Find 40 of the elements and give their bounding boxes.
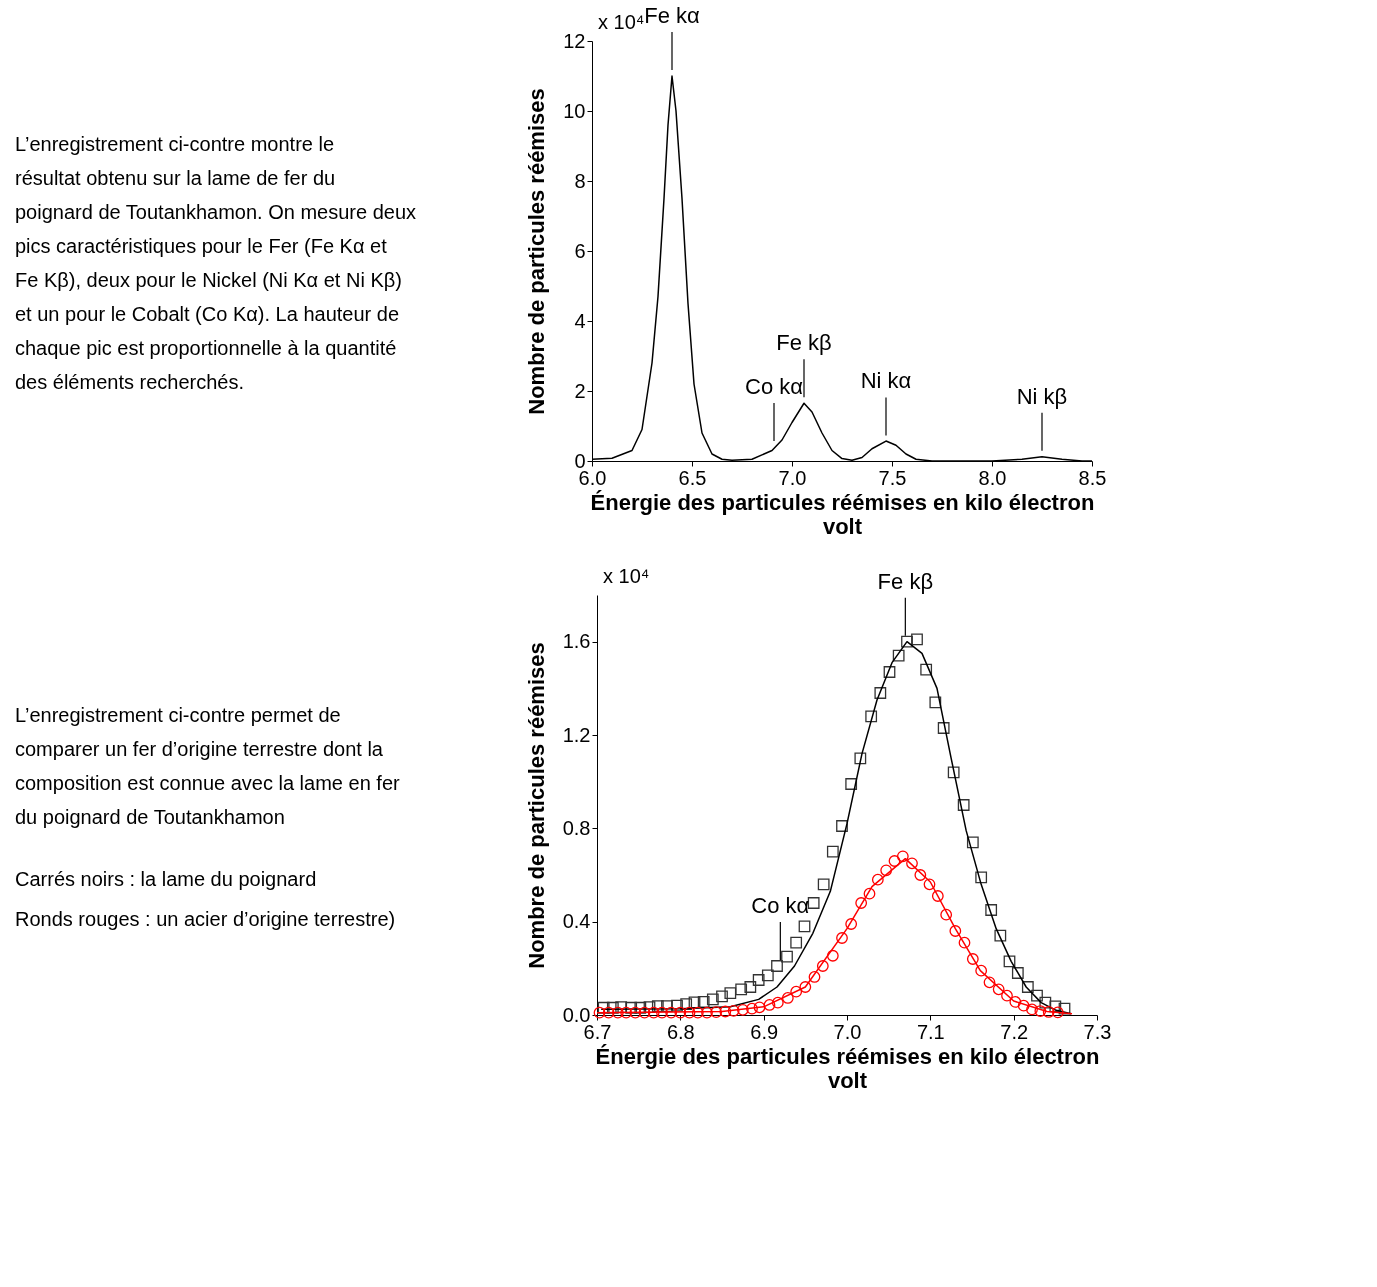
x-tick-label: 7.5 xyxy=(878,466,907,489)
x-tick-label: 8.5 xyxy=(1078,466,1107,489)
y-tick-label: 4 xyxy=(574,309,586,332)
x-axis-title: Énergie des particules réémises en kilo électron volt xyxy=(595,1043,1100,1093)
x-tick-label: 6.8 xyxy=(666,1020,695,1043)
y-tick-label: 0.8 xyxy=(562,816,591,839)
y-axis-title: Nombre de particules réémises xyxy=(523,642,549,969)
y-tick-label: 8 xyxy=(574,169,586,192)
x-tick-label: 7.0 xyxy=(833,1020,862,1043)
annotation: Ni kβ xyxy=(1016,383,1068,409)
y-tick-label: 0 xyxy=(574,449,586,472)
x-tick-label: 6.9 xyxy=(750,1020,779,1043)
text: Ronds rouges : un acier d’origine terrestre) xyxy=(15,908,396,930)
annotation: Fe kβ xyxy=(877,568,934,594)
text: Carrés noirs : la lame du poignard xyxy=(15,868,317,890)
y-tick-label: 0.0 xyxy=(562,1003,591,1026)
y-tick-label: 0.4 xyxy=(562,910,591,933)
y-tick-label: 12 xyxy=(563,29,586,52)
y-tick-label: 6 xyxy=(574,239,586,262)
y-tick-label: 1.6 xyxy=(562,630,591,653)
x-tick-label: 7.3 xyxy=(1083,1020,1112,1043)
text: x 10⁴ xyxy=(603,565,650,587)
text: L’enregistrement ci-contre montre le résultat obtenu sur la lame de fer du poignard de Toutankhamon. On mesure deux pics caractéristiques pour le Fer (Fe Kα et Fe Kβ), deux pour le Nickel (Ni Kα et Ni Kβ) et un pour le Cobalt (Co Kα). La hauteur de chaque pic est proportionnelle à la quantité des éléments recherchés. xyxy=(15,133,417,393)
y-tick-label: 2 xyxy=(574,379,586,402)
text: x 10⁴ xyxy=(598,11,645,33)
y-tick-label: 10 xyxy=(563,99,586,122)
annotation: Co kα xyxy=(751,893,810,918)
x-tick-label: 6.5 xyxy=(678,466,707,489)
annotation: Ni kα xyxy=(860,368,912,394)
x-tick-label: 7.1 xyxy=(916,1020,945,1043)
x-tick-label: 8.0 xyxy=(978,466,1007,489)
y-tick-label: 1.2 xyxy=(562,723,591,746)
text: L’enregistrement ci-contre permet de comparer un fer d’origine terrestre dont la composition est connue avec la lame en fer du poignard de Toutankhamon xyxy=(15,704,400,828)
x-tick-label: 7.0 xyxy=(778,466,807,489)
annotation: Fe kα xyxy=(644,3,701,28)
x-axis-title: Énergie des particules réémises en kilo électron volt xyxy=(590,489,1095,539)
y-axis-title: Nombre de particules réémises xyxy=(524,88,550,415)
annotation: Fe kβ xyxy=(776,330,832,356)
annotation: Co kα xyxy=(745,374,804,399)
x-tick-label: 7.2 xyxy=(1000,1020,1029,1043)
